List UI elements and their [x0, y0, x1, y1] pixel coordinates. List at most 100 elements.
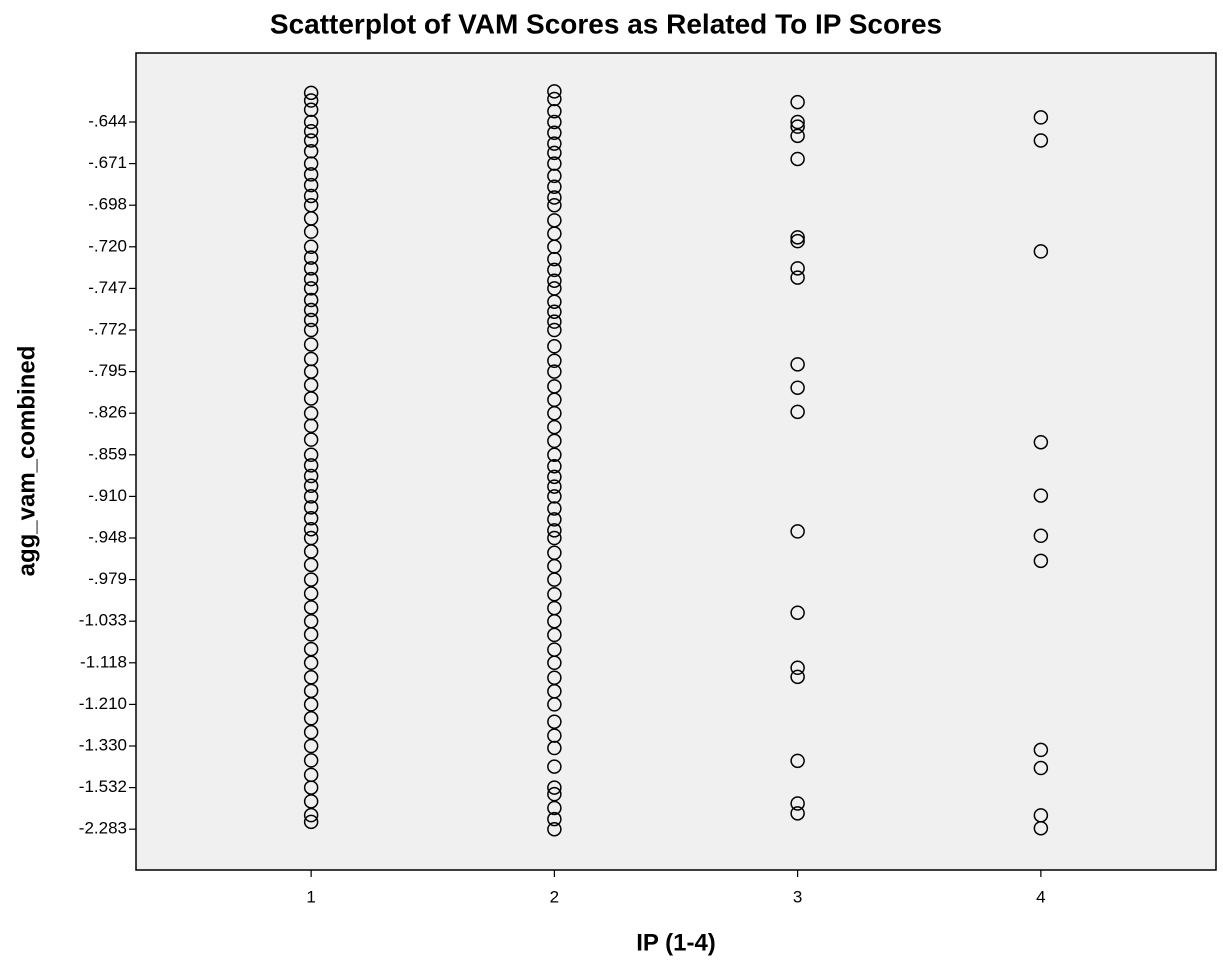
- x-tick-label: 4: [1036, 887, 1045, 906]
- point: [1033, 244, 1049, 259]
- y-tick-label: -1.033: [79, 611, 127, 630]
- point: [547, 811, 562, 827]
- y-tick-label: -.826: [88, 403, 127, 422]
- point: [303, 114, 319, 130]
- point: [547, 294, 562, 309]
- point: [303, 586, 319, 601]
- point: [547, 697, 562, 712]
- point: [547, 322, 562, 338]
- point: [790, 230, 805, 245]
- point: [547, 125, 562, 141]
- point: [547, 501, 562, 516]
- point: [790, 261, 805, 276]
- point: [547, 627, 562, 643]
- point: [303, 337, 319, 352]
- point: [303, 85, 319, 101]
- point: [1033, 133, 1049, 148]
- point: [547, 530, 562, 546]
- point: [303, 753, 319, 768]
- point: [547, 740, 562, 756]
- point: [303, 312, 319, 328]
- point: [790, 380, 805, 395]
- point: [1033, 553, 1049, 569]
- y-tick-label: -.795: [88, 361, 127, 380]
- y-tick-label: -.979: [88, 569, 127, 588]
- y-tick-label: -.671: [88, 153, 127, 172]
- point: [303, 156, 319, 171]
- x-tick-label: 2: [550, 887, 559, 906]
- point: [547, 800, 562, 816]
- point: [303, 468, 319, 484]
- point: [547, 190, 562, 205]
- x-axis-title: IP (1-4): [636, 929, 716, 956]
- point: [547, 786, 562, 802]
- point: [790, 114, 805, 130]
- point: [790, 669, 805, 685]
- point: [303, 432, 319, 447]
- point: [547, 714, 562, 729]
- point: [303, 261, 319, 276]
- point: [547, 145, 562, 161]
- point: [547, 405, 562, 421]
- point: [303, 177, 319, 193]
- y-axis-title: agg_vam_combined: [13, 346, 40, 577]
- point: [547, 314, 562, 329]
- point: [303, 600, 319, 615]
- point: [303, 123, 319, 139]
- point: [303, 302, 319, 318]
- point: [547, 655, 562, 671]
- y-tick-label: -1.330: [79, 735, 127, 754]
- point: [303, 738, 319, 754]
- point: [303, 807, 319, 823]
- point: [790, 128, 805, 144]
- y-tick-label: -.720: [88, 236, 127, 255]
- y-tick-label: -.747: [88, 278, 127, 297]
- y-tick-label: -.644: [88, 111, 127, 130]
- point: [303, 697, 319, 712]
- point: [790, 796, 805, 811]
- point: [547, 479, 562, 494]
- point: [303, 655, 319, 671]
- point: [303, 557, 319, 573]
- point: [547, 759, 562, 774]
- point: [790, 806, 805, 821]
- point: [303, 250, 319, 265]
- point: [303, 292, 319, 308]
- point: [303, 627, 319, 642]
- point: [1033, 110, 1049, 125]
- point: [790, 94, 805, 110]
- point: [547, 251, 562, 267]
- x-tick-label: 1: [306, 887, 315, 906]
- point: [1033, 760, 1049, 776]
- point: [790, 151, 805, 167]
- point: [303, 458, 319, 473]
- point: [303, 572, 319, 587]
- point: [303, 322, 319, 338]
- point: [303, 489, 319, 504]
- chart-title: Scatterplot of VAM Scores as Related To …: [270, 8, 942, 39]
- point: [790, 605, 805, 620]
- point: [790, 233, 805, 249]
- point: [790, 119, 805, 134]
- point: [1033, 488, 1049, 503]
- point: [547, 197, 562, 213]
- point: [790, 270, 805, 285]
- point: [547, 353, 562, 368]
- point: [303, 239, 319, 255]
- point: [547, 273, 562, 288]
- point: [547, 339, 562, 354]
- point: [547, 572, 562, 587]
- point: [303, 391, 319, 406]
- point: [303, 418, 319, 434]
- y-tick-label: -1.532: [79, 777, 127, 796]
- point: [1033, 820, 1049, 836]
- y-tick-label: -2.283: [79, 819, 127, 838]
- point: [790, 660, 805, 676]
- point: [303, 188, 319, 204]
- y-tick-label: -.698: [88, 195, 127, 214]
- point: [303, 271, 319, 287]
- point: [547, 136, 562, 151]
- point: [303, 478, 319, 494]
- point: [303, 281, 319, 296]
